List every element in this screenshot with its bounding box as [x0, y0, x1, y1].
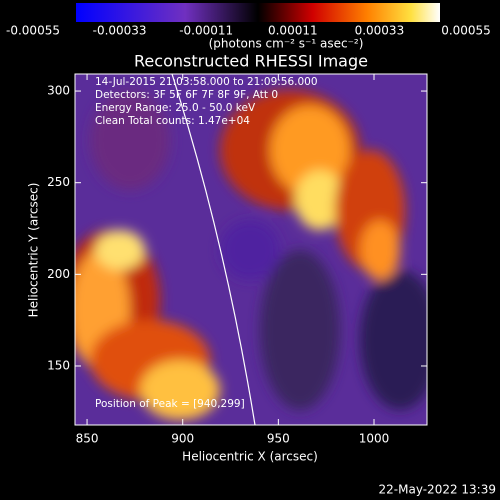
annotation: Detectors: 3F 5F 6F 7F 8F 9F, Att 0	[95, 89, 278, 101]
x-tick-label: 1000	[359, 432, 390, 446]
y-tick-label: 150	[47, 358, 70, 372]
plot-frame	[74, 73, 428, 426]
y-tick-label: 200	[47, 267, 70, 281]
colorbar	[76, 3, 440, 22]
x-tick-label: 850	[76, 432, 99, 446]
colorbar-tick-label: 0.00011	[268, 24, 318, 38]
x-tick-label: 900	[171, 432, 194, 446]
x-axis-label: Heliocentric X (arcsec)	[182, 450, 318, 464]
y-axis-label: Heliocentric Y (arcsec)	[27, 183, 41, 318]
colorbar-tick-label: -0.00033	[93, 24, 147, 38]
y-tick-label: 300	[47, 84, 70, 98]
annotation: Energy Range: 25.0 - 50.0 keV	[95, 102, 256, 114]
annotation: 14-Jul-2015 21:03:58.000 to 21:09:56.000	[95, 76, 318, 88]
colorbar-tick-label: -0.00055	[6, 24, 60, 38]
x-tick-label: 950	[267, 432, 290, 446]
peak-note: Position of Peak = [940,299]	[95, 398, 245, 410]
heatmap-image	[75, 74, 427, 425]
colorbar-tick-label: 0.00033	[355, 24, 405, 38]
chart-title: Reconstructed RHESSI Image	[134, 52, 368, 71]
annotation: Clean Total counts: 1.47e+04	[95, 115, 250, 127]
colorbar-label: (photons cm⁻² s⁻¹ asec⁻²)	[209, 37, 364, 51]
y-tick-label: 250	[47, 175, 70, 189]
colorbar-tick-label: -0.00011	[179, 24, 233, 38]
timestamp: 22-May-2022 13:39	[379, 483, 496, 497]
colorbar-tick-label: 0.00055	[441, 24, 491, 38]
